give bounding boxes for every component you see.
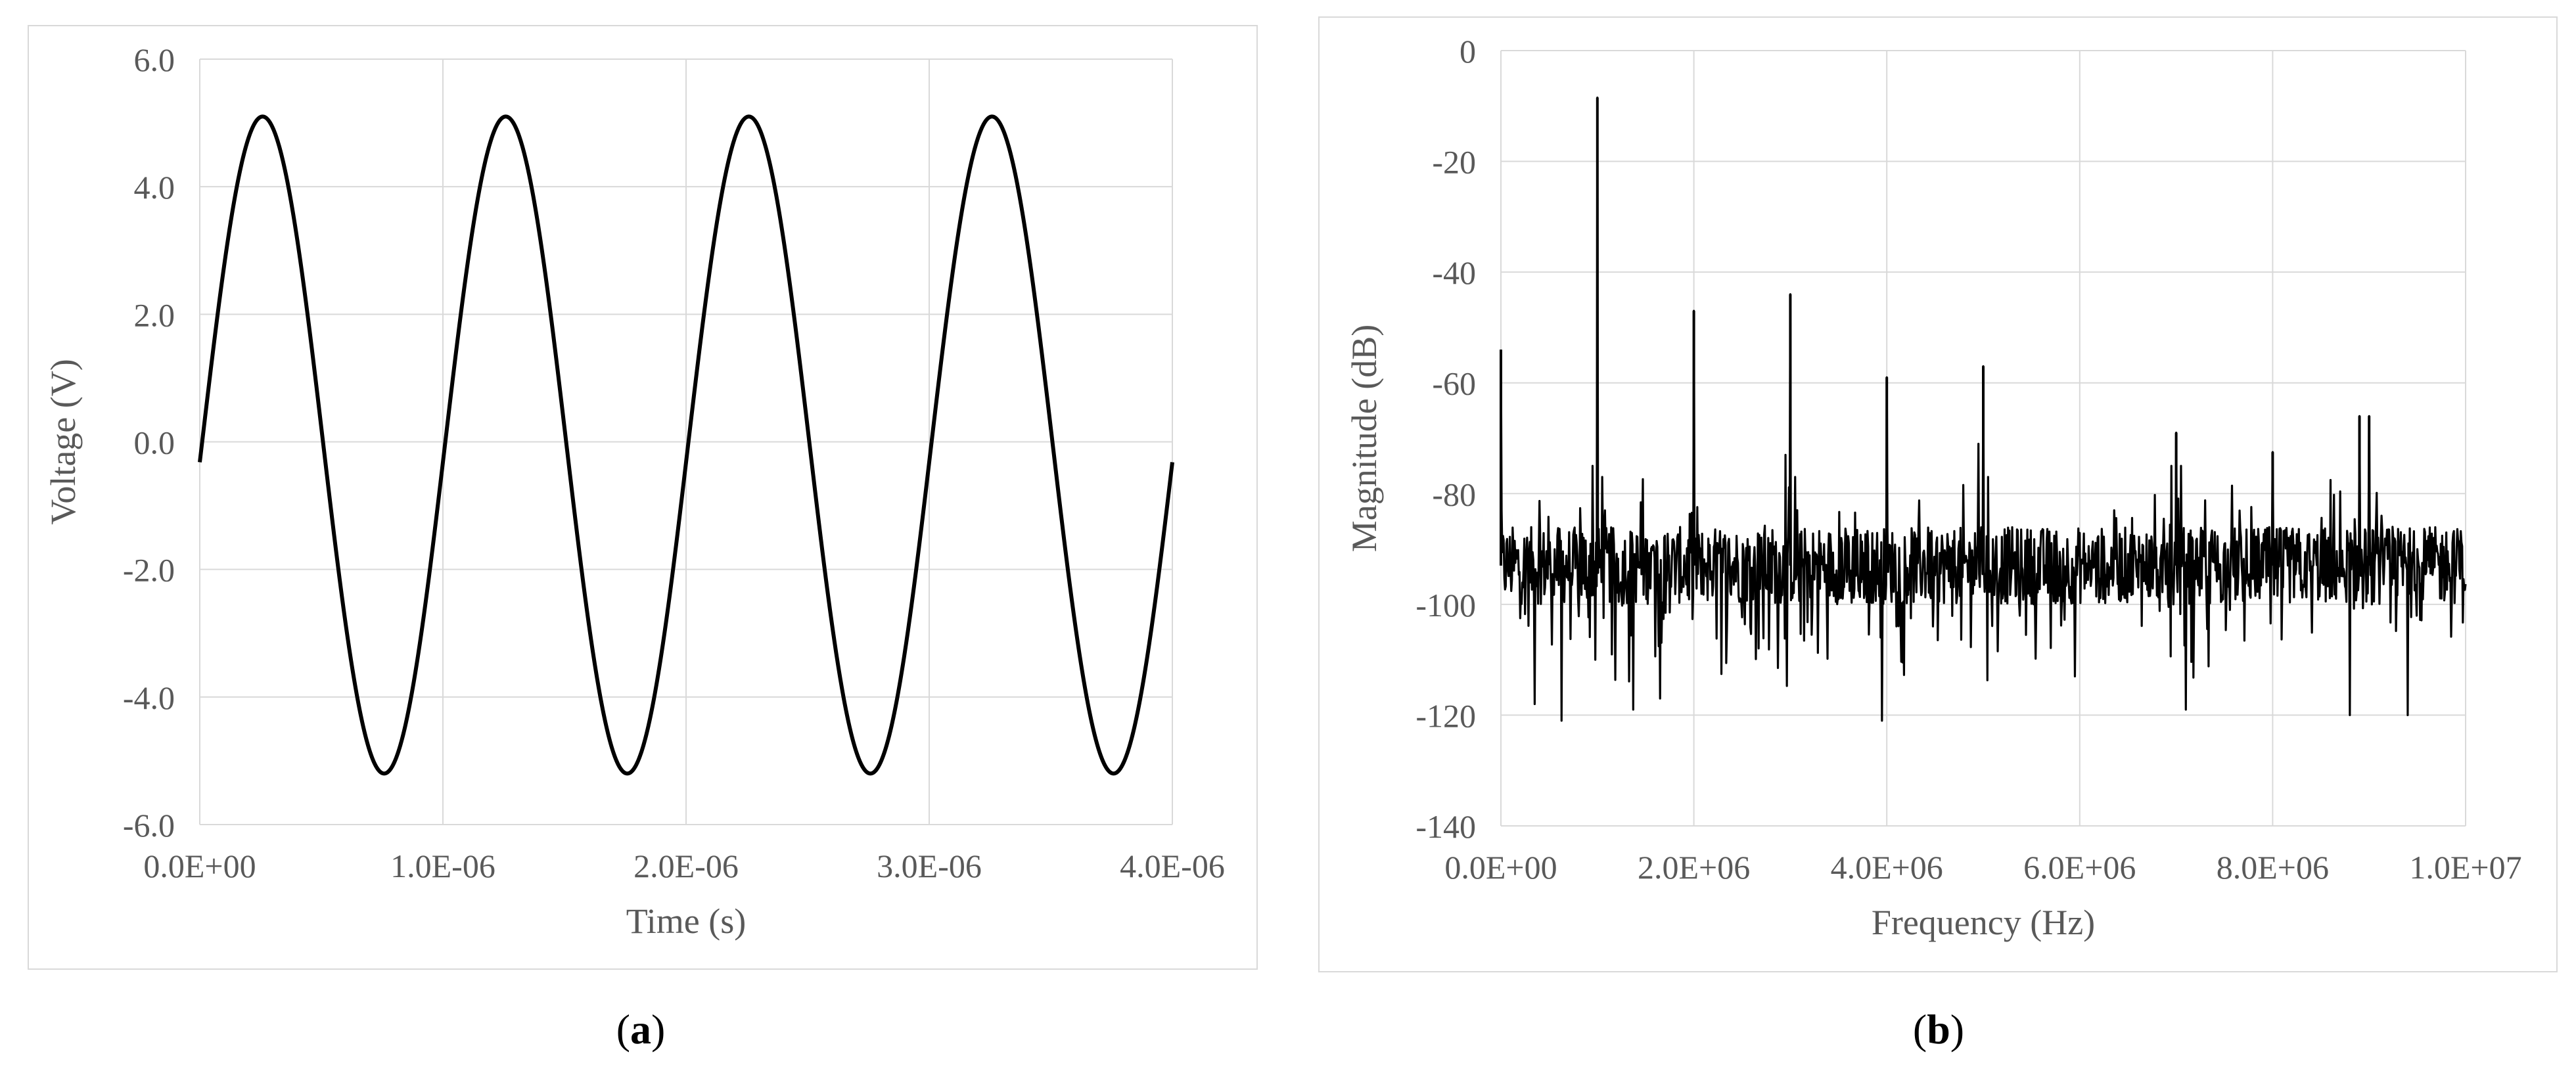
b-y-tick-label: -20 xyxy=(1432,144,1476,181)
a-x-tick-label: 0.0E+00 xyxy=(143,848,256,884)
chart-panel-b: 0 -20 -40 -60 -80 -100 -120 -140 0.0E+00 2.0E+06 4… xyxy=(1318,16,2558,972)
b-x-tick-label: 1.0E+07 xyxy=(2409,849,2521,886)
a-x-tick-label: 2.0E-06 xyxy=(633,848,739,884)
b-x-axis-title: Frequency (Hz) xyxy=(1872,903,2095,942)
a-voltage-series-line xyxy=(198,114,1174,776)
a-y-tick-label: -2.0 xyxy=(123,552,175,589)
a-y-tick-label: -6.0 xyxy=(123,807,175,844)
a-y-tick-label: 4.0 xyxy=(134,169,175,206)
b-x-tick-label: 4.0E+06 xyxy=(1831,849,1943,886)
b-y-axis-title: Magnitude (dB) xyxy=(1345,325,1384,552)
b-x-tick-label: 2.0E+06 xyxy=(1638,849,1750,886)
voltage-time-chart: 6.0 4.0 2.0 0.0 -2.0 -4.0 -6.0 0.0E+00 1.0E-06 2.… xyxy=(43,41,1225,941)
b-x-tick-label: 0.0E+00 xyxy=(1444,849,1557,886)
a-y-tick-label: 2.0 xyxy=(134,296,175,333)
b-y-tick-label: -100 xyxy=(1415,587,1476,624)
a-y-axis-title: Voltage (V) xyxy=(43,359,83,524)
a-y-tick-label: 0.0 xyxy=(134,424,175,461)
a-x-tick-label: 3.0E-06 xyxy=(877,848,982,884)
caption-b: (b) xyxy=(1912,1006,1965,1053)
b-y-tick-label: -40 xyxy=(1432,254,1476,291)
b-y-tick-label: -120 xyxy=(1415,697,1476,734)
b-y-tick-label: -80 xyxy=(1432,476,1476,512)
magnitude-frequency-chart: 0 -20 -40 -60 -80 -100 -120 -140 0.0E+00 2.0E+06 4… xyxy=(1345,33,2522,942)
b-x-tick-label: 6.0E+06 xyxy=(2023,849,2136,886)
b-y-tick-label: -60 xyxy=(1432,365,1476,402)
b-x-tick-label: 8.0E+06 xyxy=(2217,849,2329,886)
a-y-tick-label: 6.0 xyxy=(134,41,175,78)
b-y-tick-label: -140 xyxy=(1415,808,1476,845)
a-x-axis-title: Time (s) xyxy=(626,901,747,941)
caption-a: (a) xyxy=(616,1006,666,1053)
b-y-tick-label: 0 xyxy=(1460,33,1476,70)
a-y-tick-label: -4.0 xyxy=(123,679,175,716)
a-x-tick-label: 4.0E-06 xyxy=(1120,848,1225,884)
a-x-tick-label: 1.0E-06 xyxy=(390,848,495,884)
chart-panel-a: 6.0 4.0 2.0 0.0 -2.0 -4.0 -6.0 0.0E+00 1.0E-06 2.… xyxy=(28,25,1258,970)
